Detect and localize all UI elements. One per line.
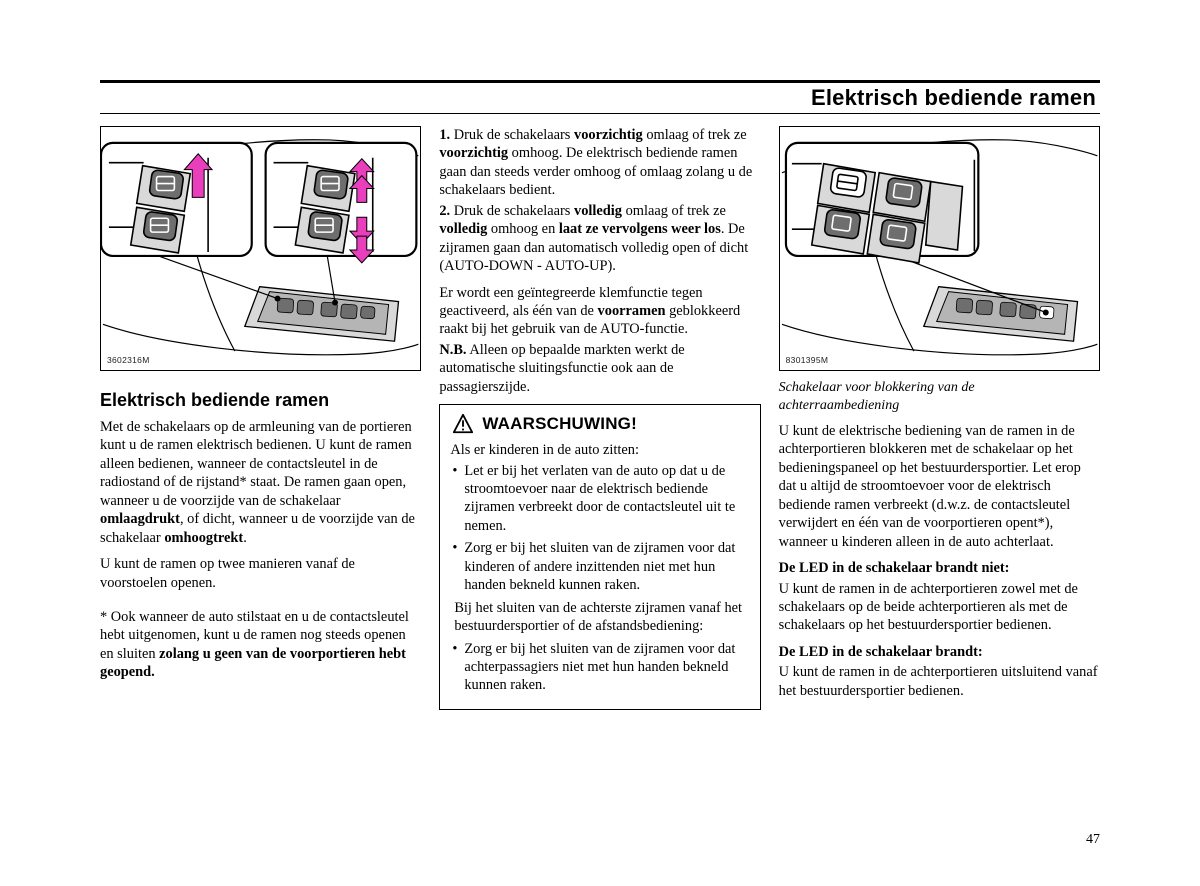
warning-triangle-icon — [452, 413, 474, 435]
warning-item: Zorg er bij het sluiten van de zijramen … — [464, 539, 749, 594]
body-paragraph: Er wordt een geïntegreerde klemfunctie t… — [439, 284, 760, 339]
body-paragraph: Met de schakelaars op de armleuning van … — [100, 418, 421, 547]
warning-list: Let er bij het verlaten van de auto op d… — [450, 462, 749, 595]
body-paragraph: U kunt de ramen in de achterportieren ui… — [779, 663, 1100, 700]
three-column-layout: 3602316M Elektrisch bediende ramen Met d… — [100, 126, 1100, 710]
body-paragraph: 2. Druk de schakelaars volledig omlaag o… — [439, 202, 760, 276]
page-number: 47 — [1086, 832, 1100, 848]
figure-left: 3602316M — [100, 126, 421, 371]
warning-item: Zorg er bij het sluiten van de zijramen … — [464, 640, 749, 695]
window-switch-diagram-left — [101, 127, 420, 370]
warning-item: Let er bij het verlaten van de auto op d… — [464, 462, 749, 536]
warning-header: WAARSCHUWING! — [450, 413, 749, 435]
warning-subtext: Bij het sluiten van de achterste zijrame… — [454, 599, 749, 636]
page-title: Elektrisch bediende ramen — [811, 85, 1096, 111]
warning-list: Zorg er bij het sluiten van de zijramen … — [450, 640, 749, 695]
page-header: Elektrisch bediende ramen — [100, 80, 1100, 114]
warning-intro: Als er kinderen in de auto zitten: — [450, 441, 749, 459]
footnote: * Ook wanneer de auto stilstaat en u de … — [100, 608, 421, 682]
warning-box: WAARSCHUWING! Als er kinderen in de auto… — [439, 404, 760, 710]
figure-caption: Schakelaar voor blokkering van de achter… — [779, 379, 1100, 414]
figure-reference: 8301395M — [786, 355, 829, 366]
body-paragraph: N.B. Alleen op bepaalde markten werkt de… — [439, 341, 760, 396]
body-paragraph: U kunt de ramen op twee manieren vanaf d… — [100, 555, 421, 592]
body-paragraph: U kunt de ramen in de achterportieren zo… — [779, 580, 1100, 635]
column-center: 1. Druk de schakelaars voorzichtig omlaa… — [439, 126, 760, 710]
section-heading: Elektrisch bediende ramen — [100, 389, 421, 412]
column-left: 3602316M Elektrisch bediende ramen Met d… — [100, 126, 421, 710]
body-paragraph: 1. Druk de schakelaars voorzichtig omlaa… — [439, 126, 760, 200]
manual-page: Elektrisch bediende ramen — [100, 80, 1100, 710]
warning-title: WAARSCHUWING! — [482, 413, 637, 435]
window-lockout-diagram — [780, 127, 1099, 370]
body-paragraph: De LED in de schakelaar brandt: — [779, 643, 1100, 661]
figure-reference: 3602316M — [107, 355, 150, 366]
column-right: 8301395M Schakelaar voor blokkering van … — [779, 126, 1100, 710]
body-paragraph: U kunt de elektrische bediening van de r… — [779, 422, 1100, 551]
figure-right: 8301395M — [779, 126, 1100, 371]
body-paragraph: De LED in de schakelaar brandt niet: — [779, 559, 1100, 577]
